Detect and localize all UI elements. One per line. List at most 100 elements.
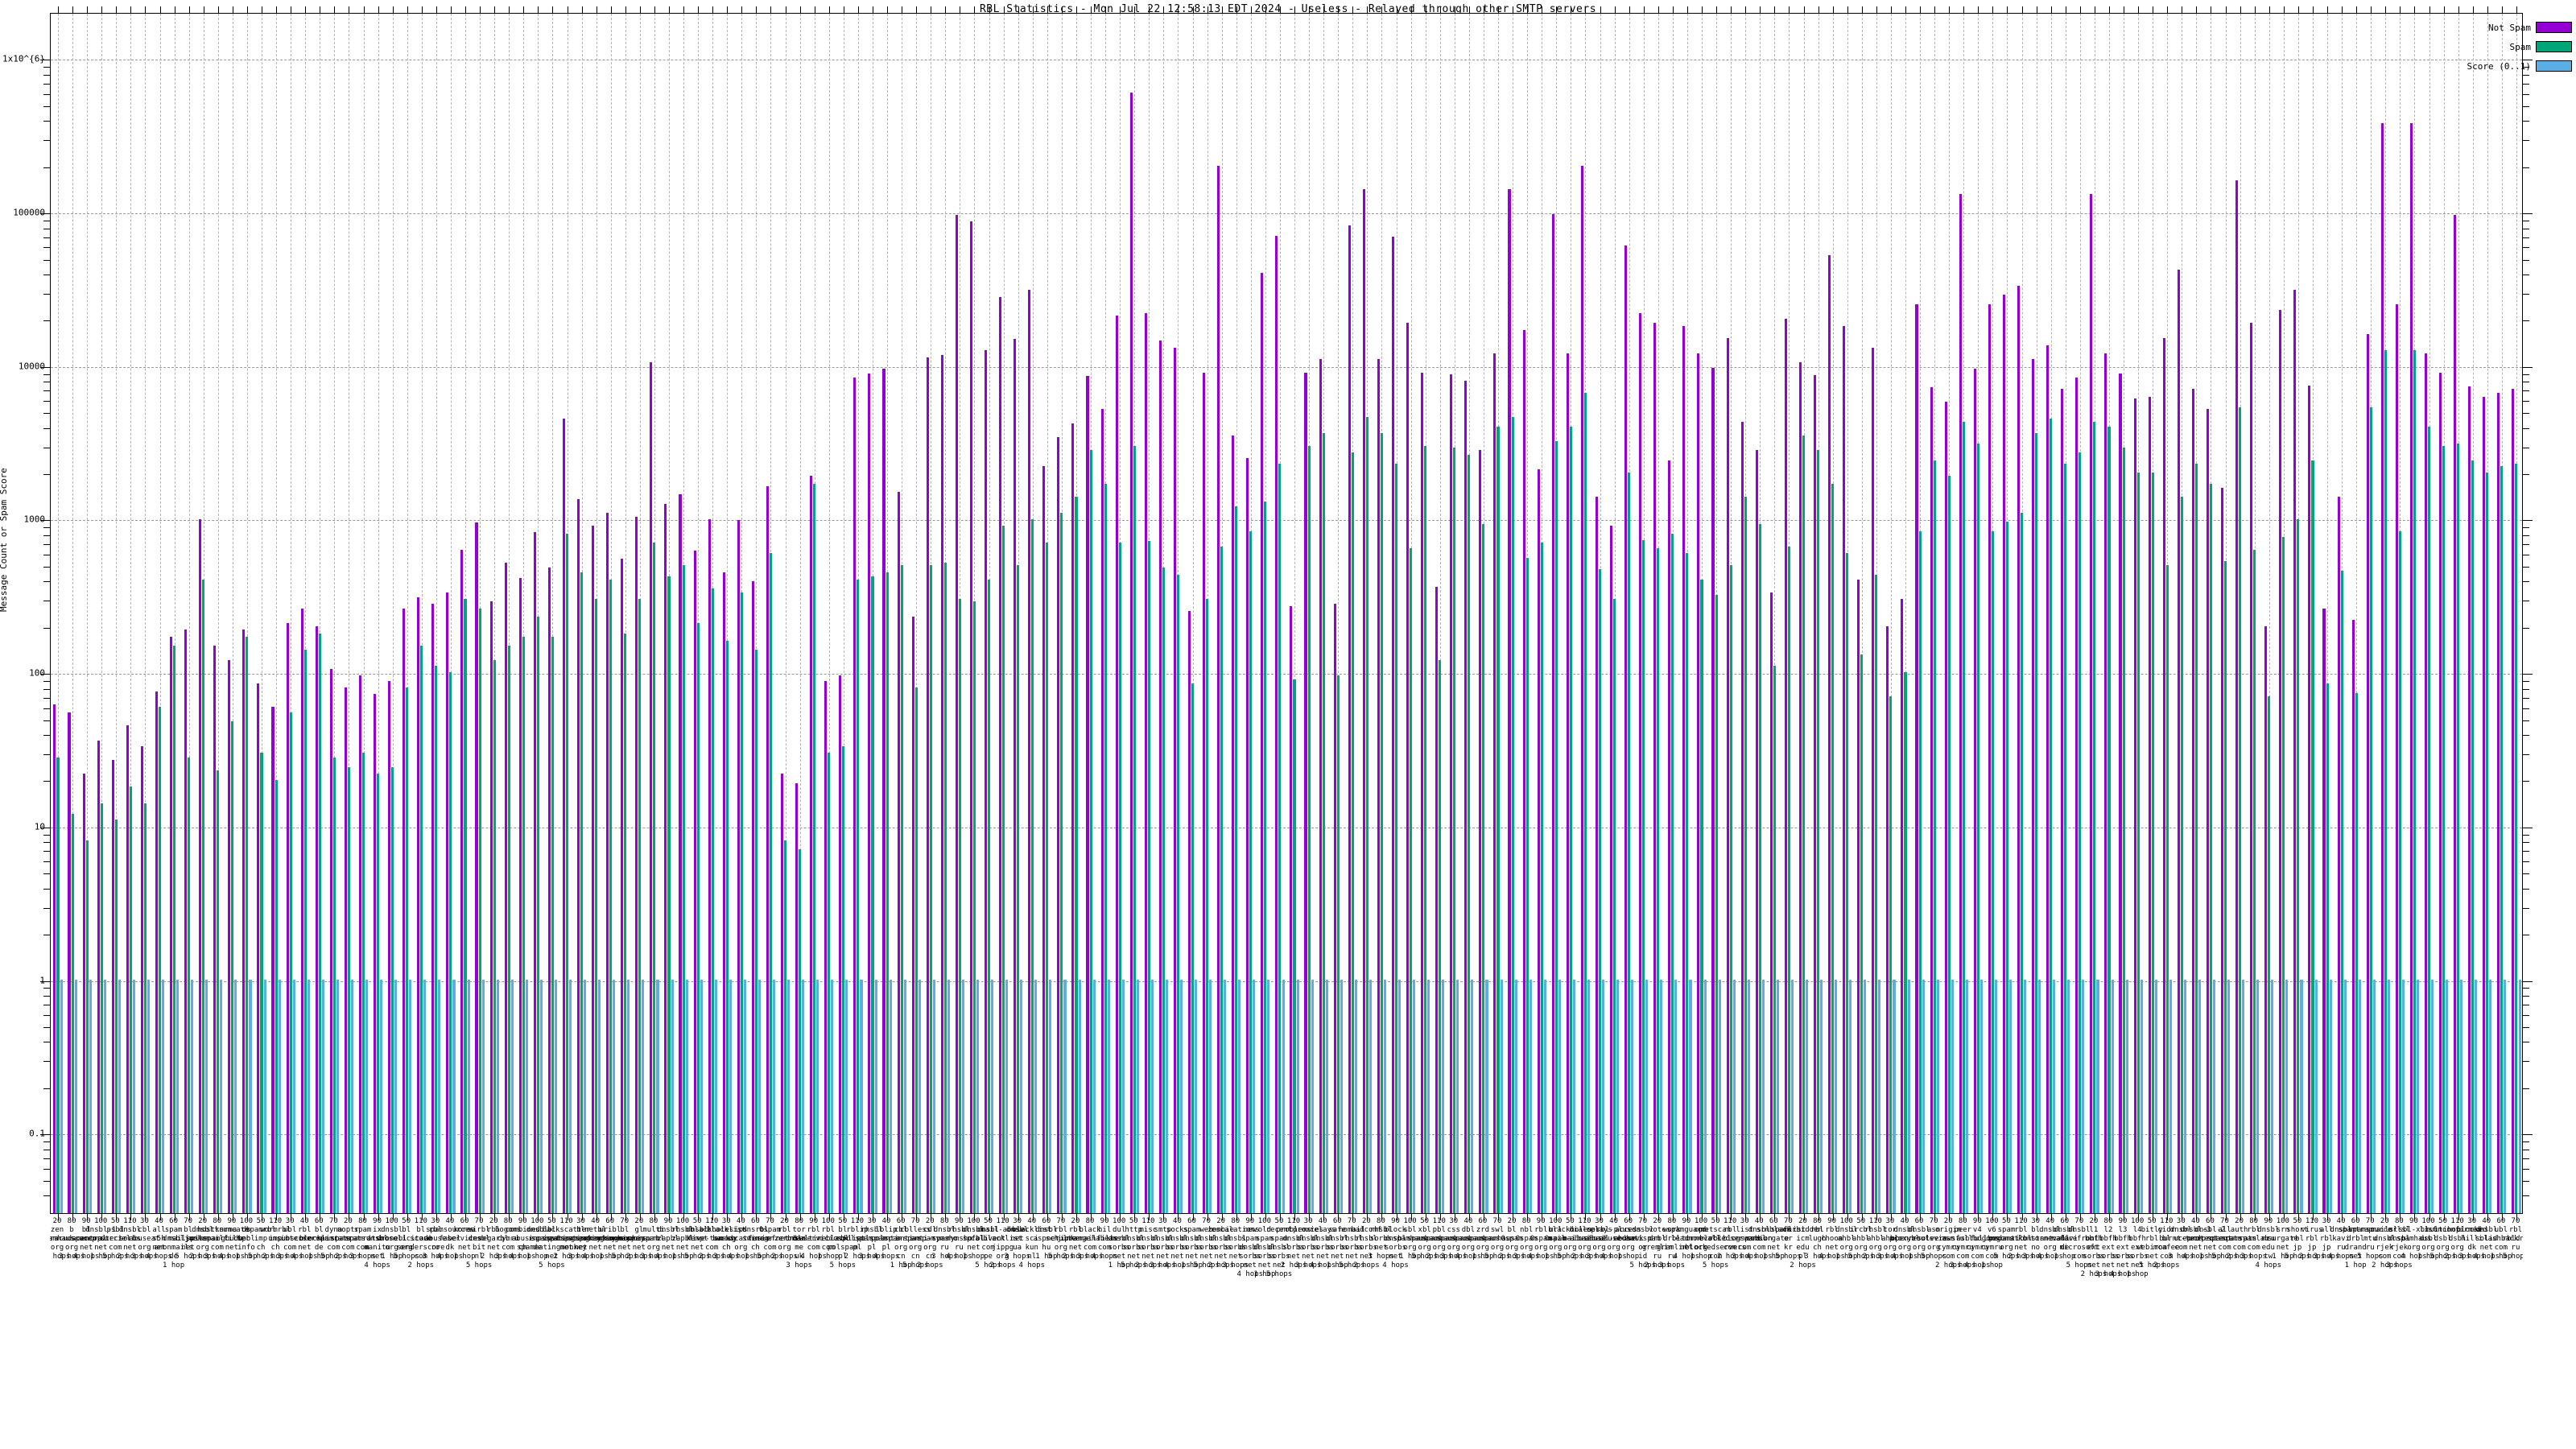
x-axis-tick <box>1643 6 1645 14</box>
x-axis-tick-label: 20 auth spamrats com 2 hops <box>2221 1217 2257 1261</box>
legend-label-spam: Spam <box>2509 41 2532 52</box>
y-axis-minor-tick <box>2522 1158 2529 1159</box>
y-axis-minor-tick <box>2522 247 2529 249</box>
bar-score <box>2038 979 2041 1213</box>
x-axis-tick <box>2327 6 2329 14</box>
bar-score <box>1965 979 1968 1213</box>
bar-spam <box>1075 496 1078 1213</box>
x-axis-tick <box>1963 1213 1965 1220</box>
x-axis-tick-label: 100 dnsbl-1 uceprotect net 1 hop <box>79 1217 123 1261</box>
bar-score <box>714 979 717 1213</box>
x-axis-tick-label: 90 ix dnsbl manitu net 4 hops <box>364 1217 390 1269</box>
x-axis-tick-label: 60 access redhawk org 1 hop <box>1612 1217 1644 1261</box>
bar-spam <box>406 687 409 1213</box>
bar-score <box>947 979 950 1213</box>
x-axis-tick <box>639 6 641 14</box>
x-axis-tick-label: 50 xbl spamhaus org 5 hops <box>1406 1217 1443 1261</box>
bar-score <box>1732 979 1736 1213</box>
x-axis-tick-label: 40 all s5h net 4 hops <box>146 1217 172 1261</box>
bar-not-spam <box>2454 215 2457 1213</box>
x-axis-tick <box>1294 1213 1296 1220</box>
bar-not-spam <box>1580 165 1583 1213</box>
bar-not-spam <box>402 609 406 1213</box>
x-axis-tick <box>87 1213 89 1220</box>
x-axis-tick <box>1279 1213 1281 1220</box>
x-axis-tick <box>1003 1213 1005 1220</box>
bar-spam <box>2165 564 2169 1213</box>
bar-spam <box>289 712 292 1213</box>
bar-not-spam <box>2133 398 2136 1213</box>
x-axis-tick <box>101 1213 103 1220</box>
bar-spam <box>609 580 613 1213</box>
bar-not-spam <box>693 551 696 1213</box>
bar-spam <box>1002 526 1005 1213</box>
y-axis-minor-tick <box>43 735 51 737</box>
bar-not-spam <box>1377 358 1380 1213</box>
x-axis-tick <box>989 6 990 14</box>
bar-score <box>1296 979 1299 1213</box>
x-axis-tick-label: 60 ubl lashback com 1 hop <box>2483 1217 2519 1261</box>
grid-line-horizontal <box>51 674 2522 675</box>
y-axis-title: Message Count or Spam Score <box>0 468 9 612</box>
x-axis-tick-label: 110 pbl spamhaus org 2 hops <box>1422 1217 1457 1261</box>
y-axis-minor-tick <box>2522 627 2529 629</box>
bar-not-spam <box>1479 450 1482 1213</box>
bar-not-spam <box>1158 341 1162 1213</box>
bar-spam <box>2021 512 2024 1213</box>
bar-not-spam <box>1944 401 1947 1213</box>
bar-not-spam <box>650 361 653 1213</box>
x-axis-tick <box>2007 1213 2008 1220</box>
x-axis-tick <box>1716 1213 1718 1220</box>
x-axis-tick-label: 50 bl ipv6 spameatingmonkey net 5 hops <box>517 1217 587 1269</box>
bar-spam <box>2107 426 2111 1213</box>
bar-score <box>2140 979 2143 1213</box>
bar-spam <box>1089 450 1092 1213</box>
y-axis-minor-tick <box>2522 1168 2529 1170</box>
y-axis-minor-tick <box>43 688 51 690</box>
bar-score <box>2096 979 2099 1213</box>
grid-line-vertical <box>2356 14 2358 1213</box>
x-axis-tick-label: 90 block dnsbl sorbs net 4 hops <box>1382 1217 1409 1269</box>
bar-spam <box>1860 654 1864 1213</box>
grid-line-vertical <box>799 14 801 1213</box>
bar-not-spam <box>839 675 842 1213</box>
bar-not-spam <box>1100 408 1104 1213</box>
x-axis-tick-label: 30 bl spameatingmonkey net 3 hops <box>546 1217 616 1261</box>
x-axis-tick-label: 60 korea services net 1 hop <box>447 1217 482 1261</box>
bar-score <box>1078 979 1081 1213</box>
y-axis-minor-tick <box>2522 781 2529 782</box>
y-axis-minor-tick <box>2522 413 2529 415</box>
bar-not-spam <box>228 660 231 1213</box>
x-axis-tick <box>363 1213 365 1220</box>
x-axis-tick <box>1468 6 1470 14</box>
bar-score <box>423 979 427 1213</box>
y-axis-minor-tick <box>2522 688 2529 690</box>
bar-spam <box>435 666 438 1213</box>
y-axis-minor-tick <box>43 907 51 909</box>
y-axis-minor-tick <box>2522 544 2529 546</box>
y-axis-minor-tick <box>43 996 51 997</box>
grid-line-vertical <box>87 14 89 1213</box>
bar-score <box>2475 979 2478 1213</box>
x-axis-tick-label: 80 peer asn cymru com 3 hops <box>1950 1217 1976 1269</box>
bar-spam <box>972 601 976 1213</box>
bar-not-spam <box>1566 353 1569 1213</box>
bar-spam <box>2428 426 2431 1213</box>
x-axis-tick <box>1105 6 1107 14</box>
bar-not-spam <box>2351 619 2355 1213</box>
y-axis-tick <box>2522 980 2533 982</box>
x-axis-tick-label: 100 db wpbl info 1 hop <box>235 1217 258 1261</box>
bar-score <box>1383 979 1387 1213</box>
bar-score <box>1878 979 1881 1213</box>
bar-score <box>263 979 266 1213</box>
x-axis-tick-label: 100 dnsbl inps de 1 hop <box>526 1217 548 1261</box>
x-axis-tick <box>1847 1213 1848 1220</box>
bar-spam <box>1235 506 1238 1213</box>
x-axis-tick-label: 20 origin asn cymru com 2 hops <box>1934 1217 1962 1269</box>
x-axis-tick <box>916 6 918 14</box>
bar-not-spam <box>1653 322 1657 1213</box>
bar-score <box>1790 979 1794 1213</box>
x-axis-tick-label: 20 rbl iprange net 2 hops <box>1060 1217 1091 1261</box>
y-axis-minor-tick <box>43 697 51 699</box>
bar-score <box>2024 979 2027 1213</box>
